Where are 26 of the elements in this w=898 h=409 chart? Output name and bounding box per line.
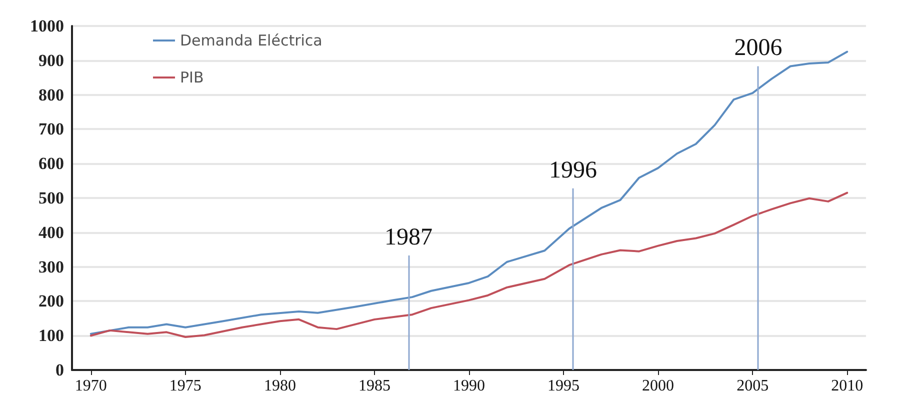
x-tick-label: 1995 [548, 378, 580, 394]
line-series [90, 192, 848, 338]
y-tick-label: 300 [38, 257, 64, 276]
y-tick-label: 600 [38, 154, 64, 174]
annotation: 1996 [548, 157, 597, 184]
y-tick-label: 800 [38, 85, 64, 104]
x-tick-label: 1985 [358, 378, 390, 394]
y-tick-label: 900 [38, 50, 64, 70]
x-tick-label: 1975 [169, 378, 202, 394]
x-tick-label: 1990 [453, 378, 485, 394]
y-tick-label: 400 [38, 222, 64, 242]
annotation: 2006 [734, 35, 782, 62]
y-tick-label: 500 [38, 188, 64, 208]
y-tick-label: 0 [56, 360, 64, 380]
legend-label: Demanda Eléctrica [180, 32, 322, 50]
x-tick-label: 2010 [831, 378, 864, 394]
x-tick-label: 1980 [264, 378, 296, 394]
x-tick-label: 2005 [736, 378, 769, 394]
x-tick-label: 2000 [642, 378, 674, 394]
y-tick-label: 100 [38, 326, 64, 346]
legend-label: PIB [180, 68, 204, 86]
y-tick-label: 200 [38, 292, 64, 311]
x-tick-label: 1970 [74, 378, 107, 394]
y-tick-label: 700 [38, 120, 64, 139]
annotation: 1987 [384, 224, 433, 250]
y-tick-label: 1000 [30, 16, 64, 36]
